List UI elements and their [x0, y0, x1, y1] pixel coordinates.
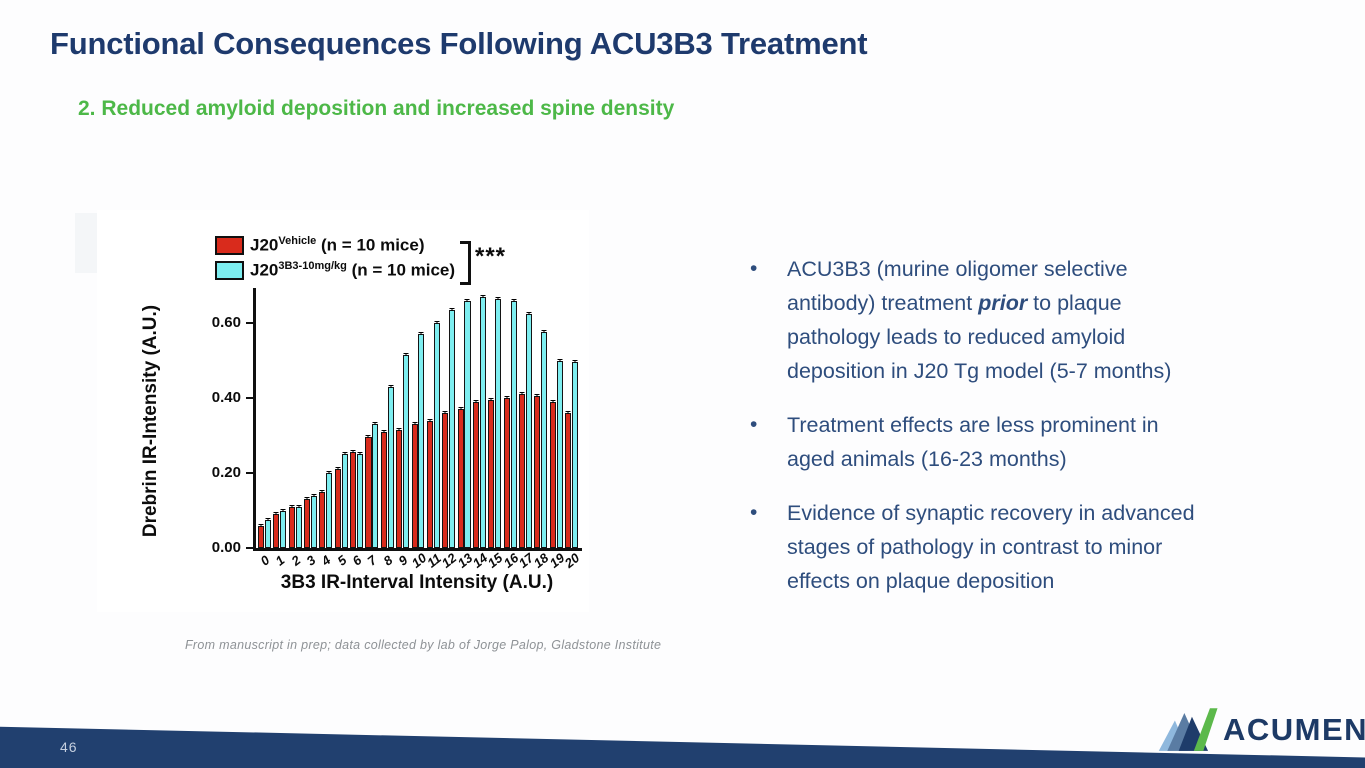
bullet-item-2: • Treatment effects are less prominent in… — [750, 408, 1295, 476]
bullet-marker: • — [750, 257, 758, 280]
bullet-text: Evidence of synaptic recovery in advance… — [787, 501, 1195, 593]
bar-vehicle-14 — [472, 401, 479, 548]
bar-vehicle-19 — [549, 401, 556, 548]
mountain-logo-icon — [1158, 708, 1218, 751]
x-axis-line — [253, 548, 582, 551]
y-tick-label: 0.00 — [211, 539, 241, 556]
bar-vehicle-0 — [258, 525, 265, 548]
logo-wordmark: ACUMEN — [1223, 712, 1365, 747]
bar-vehicle-11 — [426, 420, 433, 548]
legend-swatch-vehicle — [215, 235, 244, 255]
slide-subtitle: 2. Reduced amyloid deposition and increa… — [78, 97, 675, 120]
bullet-marker: • — [750, 501, 758, 524]
source-footnote: From manuscript in prep; data collected … — [185, 638, 662, 652]
slide-title: Functional Consequences Following ACU3B3… — [50, 26, 868, 61]
bar-vehicle-20 — [565, 413, 572, 548]
bar-treated-6 — [357, 454, 364, 548]
bar-vehicle-18 — [534, 396, 541, 548]
bar-treated-13 — [464, 300, 471, 548]
bar-treated-1 — [280, 510, 287, 548]
bar-treated-8 — [387, 386, 394, 548]
bar-chart-figure: J20Vehicle (n = 10 mice) J203B3-10mg/kg … — [97, 210, 589, 612]
bar-vehicle-16 — [503, 398, 510, 548]
legend-entry-vehicle: J20Vehicle (n = 10 mice) — [215, 235, 424, 255]
legend-swatch-treated — [215, 260, 244, 280]
bar-treated-10 — [418, 334, 425, 548]
legend-label-base: J20 — [250, 260, 279, 280]
bar-treated-15 — [495, 298, 502, 548]
bar-treated-18 — [541, 332, 548, 548]
bar-treated-4 — [326, 473, 333, 548]
bar-vehicle-13 — [457, 409, 464, 548]
bar-vehicle-15 — [488, 399, 495, 548]
bullet-text: ACU3B3 (murine oligomer selective antibod… — [787, 257, 1172, 383]
bar-vehicle-2 — [288, 506, 295, 548]
y-tick-mark — [246, 322, 254, 324]
bar-treated-17 — [525, 313, 532, 548]
page-number: 46 — [60, 739, 78, 755]
bar-vehicle-12 — [442, 413, 449, 548]
bar-vehicle-17 — [518, 394, 526, 548]
y-axis-line — [253, 288, 256, 550]
bullet-text: Treatment effects are less prominent in a… — [787, 413, 1159, 471]
y-tick-mark — [246, 547, 254, 549]
x-axis-title: 3B3 IR-Interval Intensity (A.U.) — [280, 572, 554, 593]
legend-label-treated: J203B3-10mg/kg (n = 10 mice) — [250, 260, 455, 281]
significance-stars: *** — [475, 243, 507, 270]
bar-vehicle-10 — [411, 424, 418, 548]
bar-vehicle-5 — [334, 469, 341, 548]
bar-treated-3 — [310, 495, 318, 548]
legend-label-n: (n = 10 mice) — [346, 260, 456, 280]
bar-treated-0 — [264, 519, 271, 548]
legend-label-base: J20 — [250, 235, 279, 255]
legend-label-superscript: 3B3-10mg/kg — [278, 259, 347, 272]
bar-treated-7 — [372, 424, 379, 548]
y-tick-label: 0.60 — [211, 314, 241, 331]
legend-entry-treated: J203B3-10mg/kg (n = 10 mice) — [215, 260, 455, 280]
bar-treated-14 — [479, 296, 486, 548]
bar-treated-16 — [510, 300, 517, 548]
legend-label-superscript: Vehicle — [278, 234, 317, 247]
bar-treated-12 — [449, 309, 456, 548]
legend-label-vehicle: J20Vehicle (n = 10 mice) — [250, 235, 424, 256]
bar-treated-19 — [556, 360, 563, 548]
bullet-item-1: • ACU3B3 (murine oligomer selective antibo… — [750, 252, 1295, 388]
bar-vehicle-9 — [396, 429, 403, 548]
bar-vehicle-1 — [273, 514, 280, 548]
y-tick-label: 0.20 — [211, 464, 241, 481]
bullet-list: • ACU3B3 (murine oligomer selective antibo… — [750, 252, 1295, 618]
y-tick-mark — [246, 472, 254, 474]
bullet-item-3: • Evidence of synaptic recovery in advanc… — [750, 496, 1295, 598]
bar-vehicle-3 — [304, 499, 311, 548]
bar-vehicle-8 — [380, 431, 387, 548]
bullet-marker: • — [750, 413, 758, 436]
bar-treated-20 — [571, 362, 578, 548]
bar-treated-5 — [341, 454, 348, 548]
legend-label-n: (n = 10 mice) — [316, 235, 425, 255]
bar-vehicle-4 — [319, 491, 326, 548]
bar-treated-2 — [295, 506, 302, 548]
y-tick-label: 0.40 — [211, 389, 241, 406]
y-tick-mark — [246, 397, 254, 399]
significance-bracket — [460, 241, 471, 285]
bar-vehicle-7 — [365, 437, 372, 548]
y-axis-title: Drebrin IR-Intensity (A.U.) — [140, 304, 161, 538]
bar-vehicle-6 — [350, 452, 357, 548]
bar-treated-9 — [403, 354, 410, 548]
acumen-logo: ACUMEN — [1155, 702, 1365, 758]
bar-treated-11 — [433, 323, 440, 548]
